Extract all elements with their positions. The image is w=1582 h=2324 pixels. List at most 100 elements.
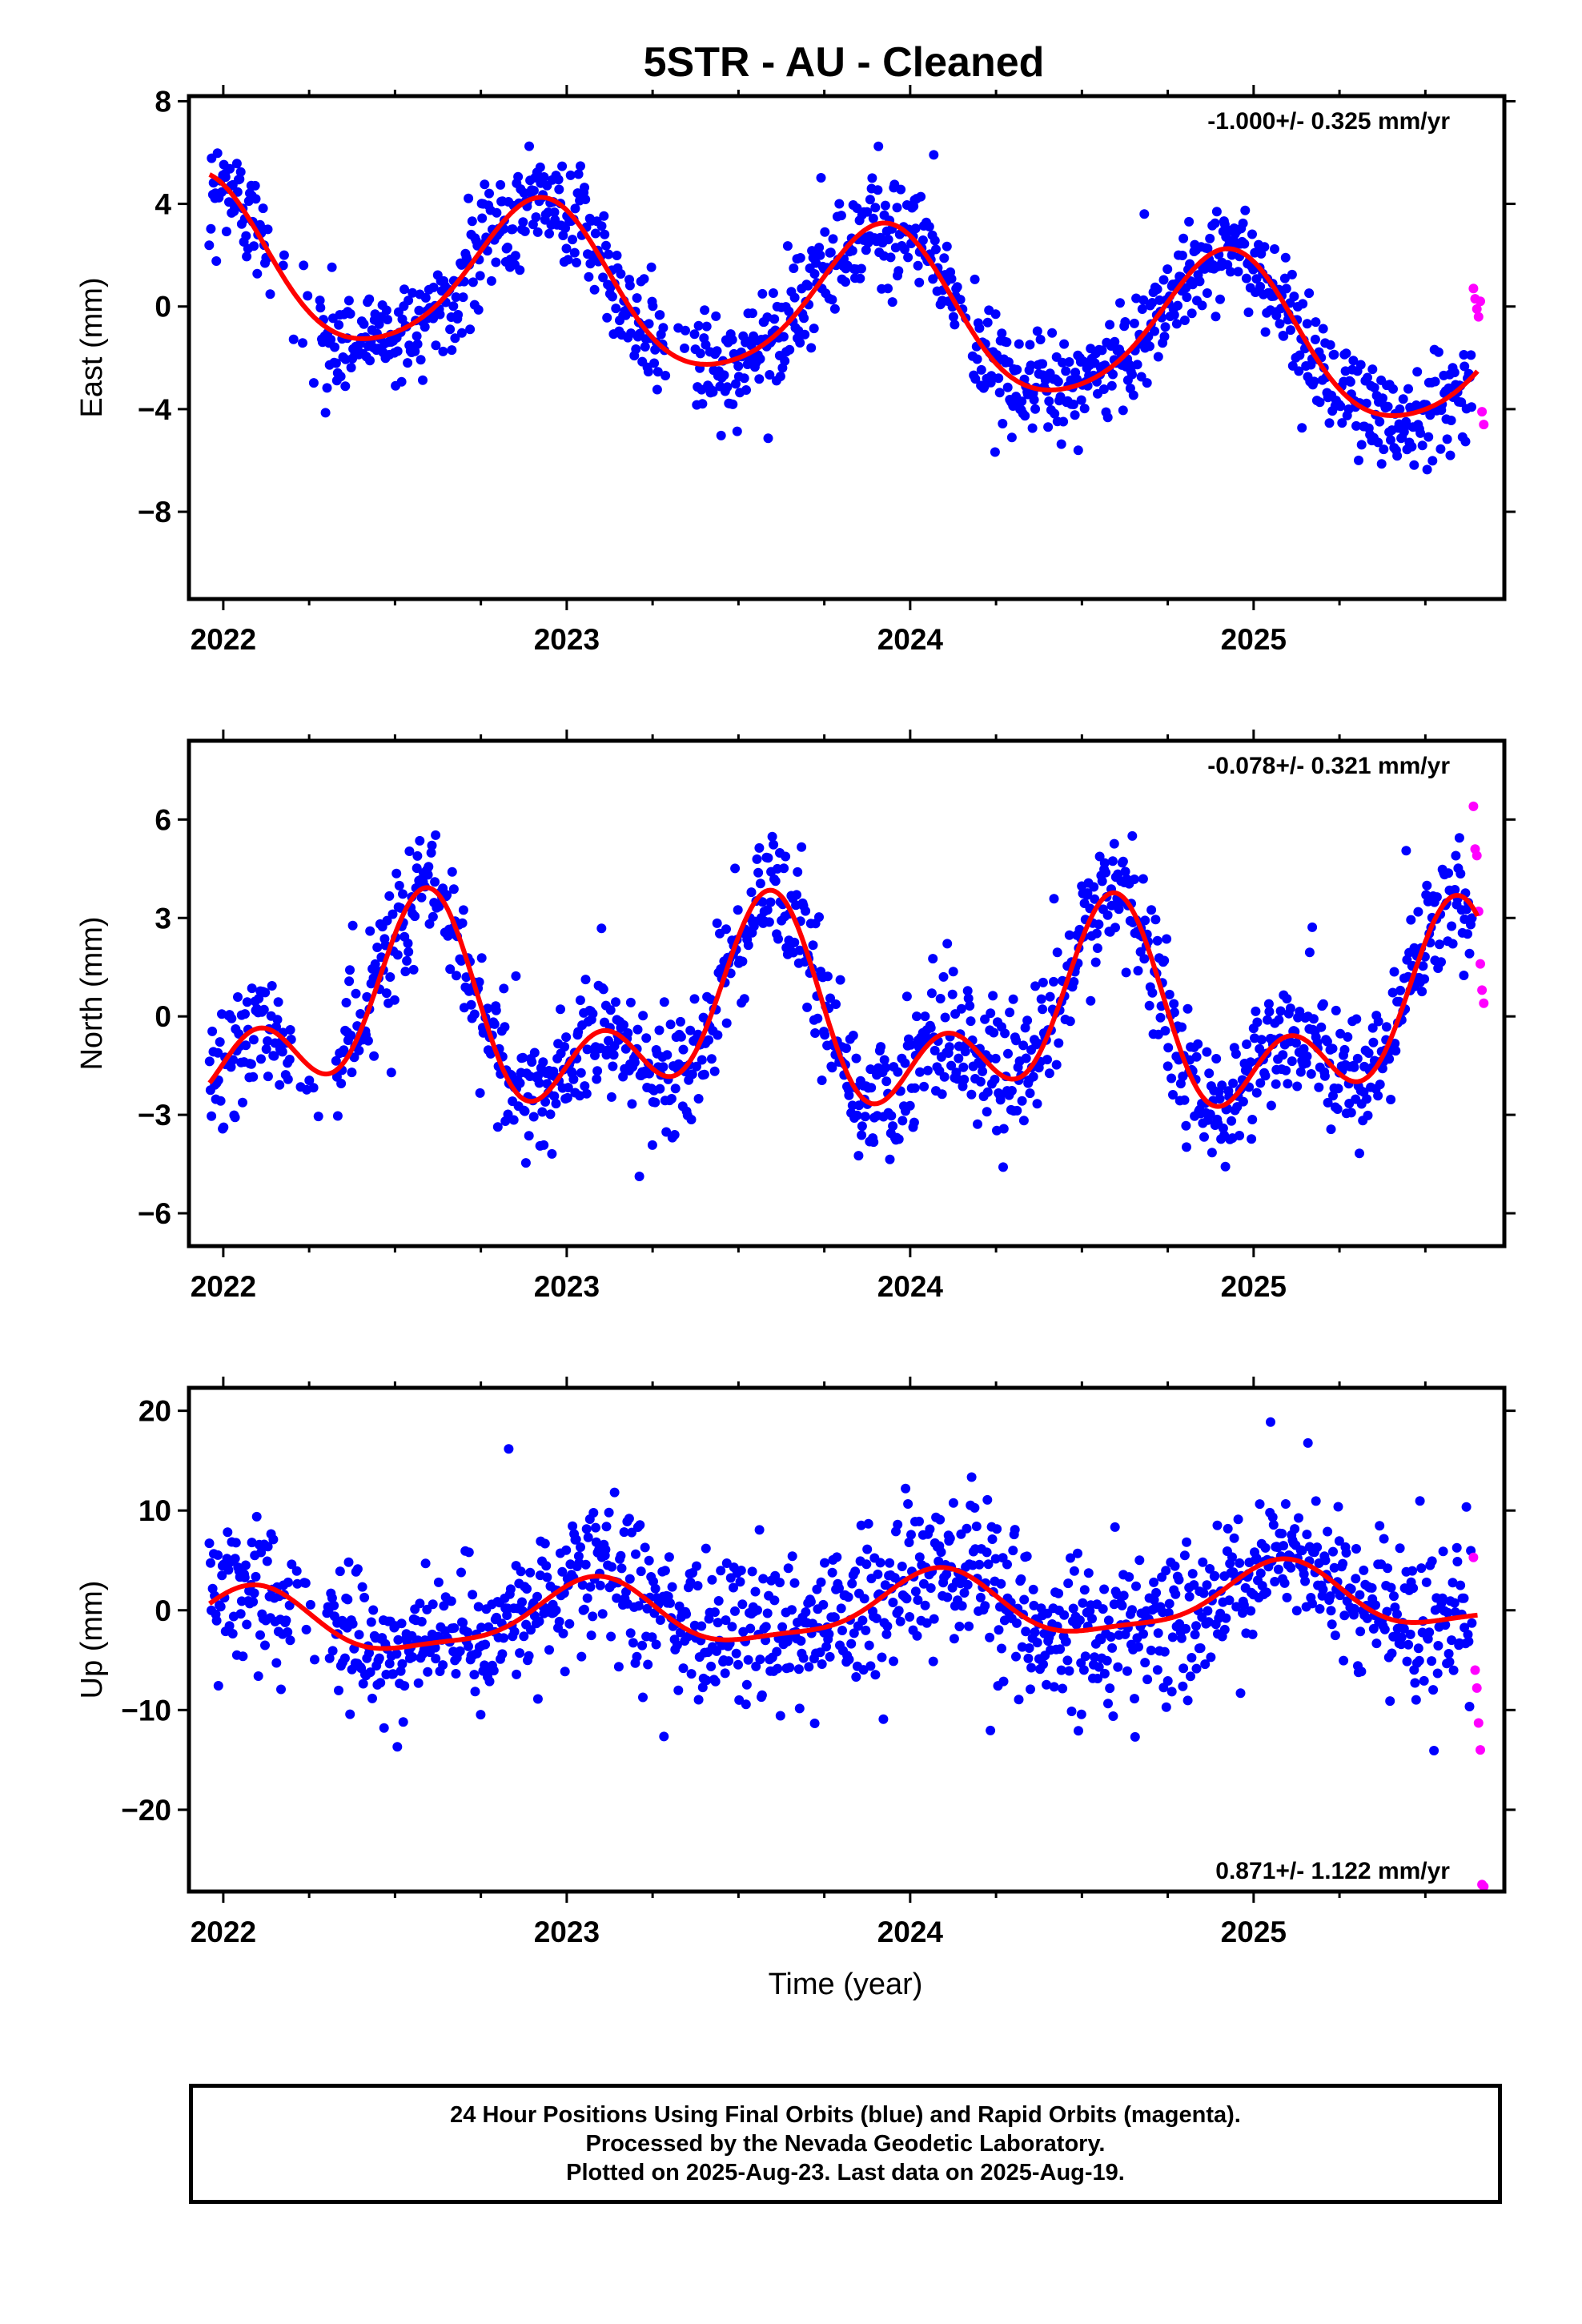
final-point [1079,1585,1090,1595]
final-point [1444,1657,1455,1667]
final-point [747,1566,757,1577]
final-point [1449,368,1460,378]
x-tick-label: 2023 [534,1916,600,1948]
final-point [856,263,866,274]
final-point [909,1117,919,1128]
final-point [1302,1530,1312,1540]
final-point [676,1016,685,1027]
final-point [217,1570,227,1581]
final-point [956,1003,966,1014]
final-point [1106,1632,1116,1642]
final-point [1073,1548,1082,1558]
final-point [524,1131,534,1141]
final-point [1012,1105,1022,1116]
final-point [549,1091,560,1101]
final-point [996,1578,1006,1589]
final-point [1421,1577,1431,1587]
final-point [1107,856,1118,866]
final-point [1263,1015,1272,1025]
final-point [789,1578,800,1588]
final-point [1290,1524,1300,1534]
final-point [1316,1022,1327,1032]
y-axis-label: Up (mm) [75,1581,109,1699]
final-point [655,310,665,320]
final-point [1463,1630,1473,1639]
final-point [827,295,837,305]
final-point [473,304,484,315]
final-point [681,325,690,336]
final-point [765,897,776,907]
final-point [655,1615,665,1625]
final-point [616,1563,627,1574]
final-point [1363,1110,1373,1120]
final-point [558,231,568,240]
final-point [1279,273,1290,283]
final-point [1256,1035,1267,1045]
final-point [1220,1161,1231,1172]
final-point [1203,1606,1213,1616]
final-point [329,1600,339,1610]
final-point [1106,380,1117,391]
final-point [428,911,438,922]
final-point [939,253,950,263]
final-point [334,1685,343,1695]
final-point [565,170,576,180]
final-point [359,1592,370,1602]
final-point [1390,1039,1400,1048]
final-point [448,884,459,895]
final-point [393,1634,404,1645]
final-point [397,1659,408,1669]
final-point [863,1518,873,1529]
final-point [632,1024,643,1035]
final-point [1334,1536,1344,1546]
final-point [1322,1036,1332,1047]
caption-line-3: Plotted on 2025-Aug-23. Last data on 202… [566,2160,1125,2185]
y-tick-label: −6 [138,1197,171,1230]
final-point [1203,1617,1214,1627]
final-point [547,1148,557,1159]
final-point [251,1571,261,1582]
final-point [712,346,722,356]
final-point [1090,1652,1100,1663]
final-point [1403,1639,1414,1650]
final-point [649,358,660,368]
final-point [1282,994,1292,1004]
final-point [737,956,748,967]
final-point [1064,930,1074,940]
final-point [1247,229,1257,239]
final-point [1406,915,1416,925]
final-point [650,1583,661,1594]
final-point [341,998,351,1007]
final-point [241,1040,251,1051]
final-point [561,1545,572,1555]
final-point [1035,335,1046,344]
final-point [1275,1006,1286,1016]
final-point [392,950,403,960]
final-point [752,854,762,864]
final-point [914,277,925,287]
final-point [1383,401,1393,412]
final-point [1064,357,1074,367]
final-point [769,839,779,850]
final-point [391,868,402,879]
final-point [1417,440,1427,451]
final-point [583,1532,593,1542]
final-point [1392,451,1403,461]
final-point [415,835,425,846]
final-point [982,1494,993,1505]
final-point [215,1602,226,1612]
final-point [912,1011,921,1022]
final-point [982,1087,993,1097]
final-point [843,1592,853,1602]
final-point [829,1612,840,1622]
final-point [1448,1665,1459,1675]
final-point [1011,1035,1022,1046]
final-point [1456,397,1467,408]
final-point [693,1581,703,1591]
final-point [695,348,705,359]
final-point [515,265,525,275]
final-point [948,1498,958,1508]
final-point [1415,428,1426,438]
